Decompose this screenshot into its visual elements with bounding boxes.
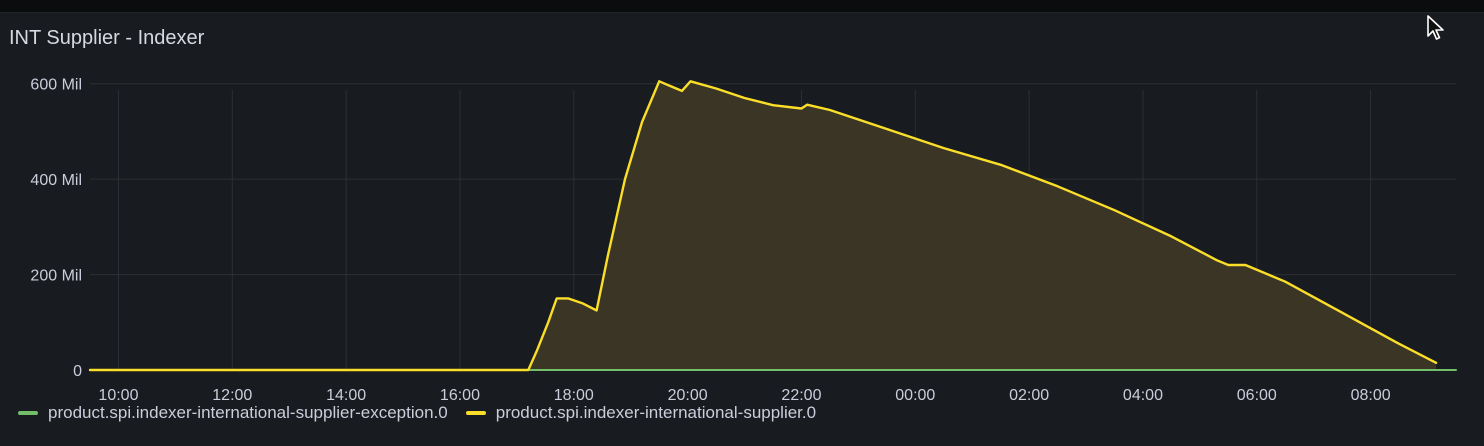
x-tick-label: 02:00 (1009, 387, 1049, 404)
series-area-supplier (90, 81, 1437, 371)
x-tick-label: 00:00 (895, 387, 935, 404)
x-tick-label: 20:00 (668, 387, 708, 404)
legend-label-supplier: product.spi.indexer-international-suppli… (495, 403, 817, 422)
x-tick-label: 10:00 (98, 387, 138, 404)
y-axis-ticks: 0 200 Mil 400 Mil 600 Mil (30, 77, 82, 380)
mouse-pointer-icon (1426, 14, 1446, 47)
y-tick-label: 0 (73, 363, 82, 380)
panel-title[interactable]: INT Supplier - Indexer (9, 27, 205, 49)
x-tick-label: 06:00 (1237, 387, 1277, 404)
y-tick-label: 600 Mil (30, 77, 82, 94)
area-fills (90, 81, 1437, 371)
legend-label-exception: product.spi.indexer-international-suppli… (48, 403, 448, 422)
legend-swatch-supplier (465, 411, 486, 415)
y-tick-label: 400 Mil (30, 172, 82, 189)
legend: product.spi.indexer-international-suppli… (18, 403, 816, 423)
x-axis-ticks: 10:00 12:00 14:00 16:00 18:00 20:00 22:00 00:00… (98, 387, 1390, 404)
series-line-supplier[interactable] (88, 80, 1438, 372)
x-tick-label: 14:00 (326, 387, 366, 404)
legend-swatch-exception (18, 411, 38, 415)
x-tick-label: 16:00 (440, 387, 480, 404)
x-tick-label: 22:00 (781, 387, 821, 404)
x-tick-label: 18:00 (554, 387, 594, 404)
x-tick-label: 04:00 (1123, 387, 1163, 404)
legend-item-supplier[interactable]: product.spi.indexer-international-suppli… (465, 403, 817, 423)
y-tick-label: 200 Mil (30, 268, 82, 285)
series-lines[interactable] (88, 80, 1457, 372)
legend-item-exception[interactable]: product.spi.indexer-international-suppli… (18, 403, 448, 423)
top-strip (0, 0, 1484, 13)
x-tick-label: 08:00 (1351, 387, 1391, 404)
x-tick-label: 12:00 (212, 387, 252, 404)
